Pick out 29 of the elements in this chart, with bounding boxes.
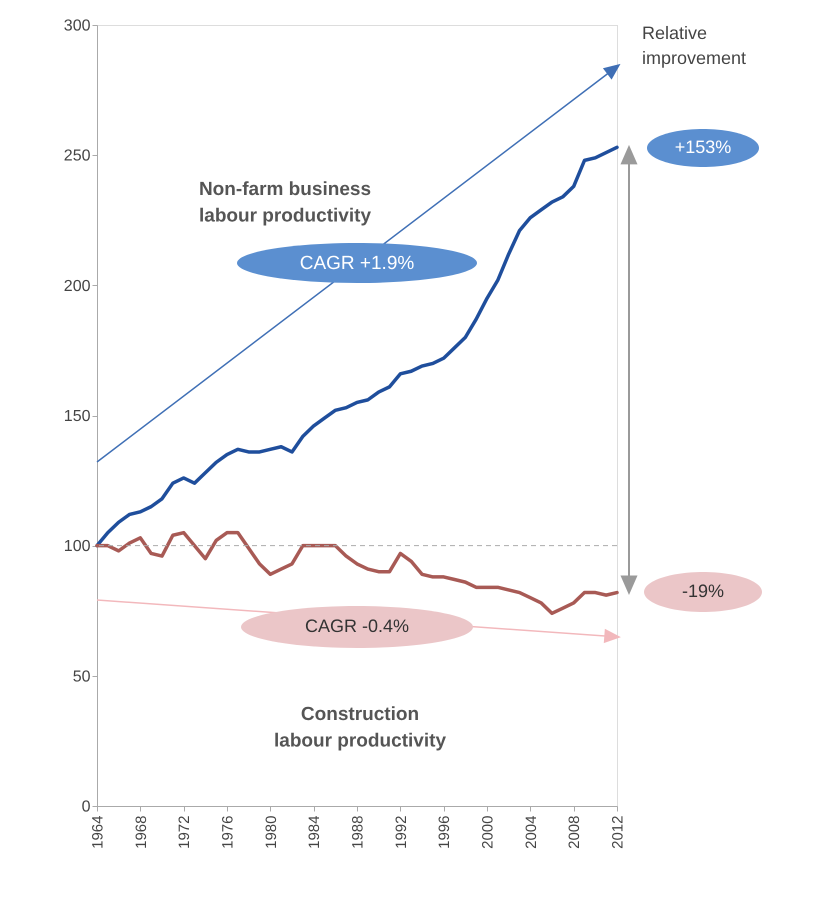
x-tick-label: 2008 [566,816,584,849]
y-tick-label: 100 [64,538,91,556]
x-tick-label: 2004 [522,816,540,849]
x-tick-label: 1992 [392,816,410,849]
text: +153% [674,137,732,157]
line-series [95,530,619,616]
annotation: Construction labour productivity [274,704,446,752]
annotation: Non-farm business labour productivity [198,179,372,227]
x-tick-label: 1996 [436,816,454,849]
text: Relative improvement [642,23,746,68]
y-tick-label: 0 [82,798,91,816]
x-tick-label: 2000 [480,816,496,849]
x-tick-label: 1980 [262,816,280,849]
text: -19% [682,581,724,601]
y-tick-label: 200 [64,278,91,295]
x-tick-label: 1976 [220,816,236,849]
y-tick-label: 150 [64,408,91,425]
y-tick-label: 250 [64,148,91,165]
y-tick-label: 50 [72,668,91,686]
x-tick-label: 2012 [610,816,626,849]
x-tick-label: 1972 [176,816,194,849]
annotation: CAGR -0.4% [304,616,410,636]
x-tick-label: 1968 [132,816,150,849]
y-tick-label: 300 [64,18,91,34]
x-tick-label: 1984 [306,816,324,849]
annotation: CAGR +1.9% [300,253,414,274]
x-tick-label: 1964 [90,816,106,849]
line-series [95,146,619,548]
x-tick-label: 1988 [350,816,366,849]
